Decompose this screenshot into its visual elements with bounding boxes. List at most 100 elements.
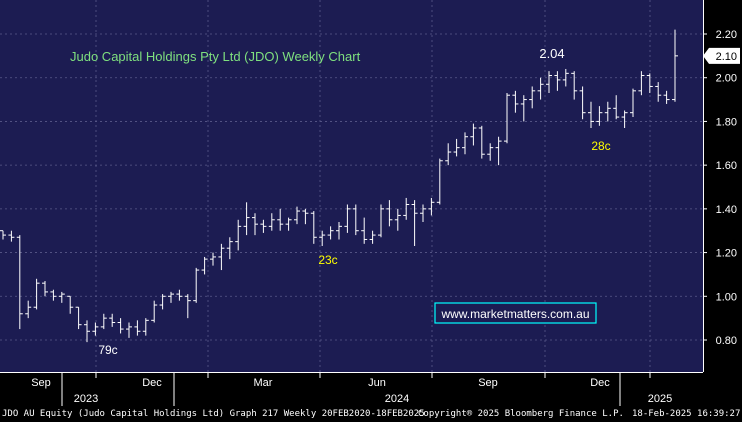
ohlc-bar: [252, 213, 258, 236]
ohlc-bar: [453, 138, 460, 157]
ohlc-bar: [75, 306, 82, 330]
y-tick-label: 1.40: [716, 204, 737, 216]
ohlc-bar: [394, 208, 401, 231]
ohlc-bar: [411, 200, 418, 247]
ohlc-bar: [8, 230, 15, 242]
ohlc-bar: [16, 235, 23, 330]
chart-title: Judo Capital Holdings Pty Ltd (JDO) Week…: [70, 49, 361, 64]
ohlc-bar: [512, 90, 519, 113]
ohlc-bar: [630, 88, 636, 118]
annotation-79c: 79c: [98, 343, 117, 357]
footer-copyright: Copyright® 2025 Bloomberg Finance L.P.: [418, 409, 624, 419]
ohlc-bar: [302, 208, 309, 225]
ohlc-bar: [310, 211, 317, 244]
ohlc-bar: [487, 143, 494, 161]
ohlc-bar: [193, 267, 200, 303]
ohlc-bar: [168, 291, 174, 303]
ohlc-bar: [268, 213, 275, 231]
footer-bar: JDO AU Equity (Judo Capital Holdings Ltd…: [0, 406, 742, 422]
annotation-23c: 23c: [318, 253, 337, 267]
ohlc-bar: [655, 82, 662, 102]
ohlc-bar: [67, 295, 74, 314]
ohlc-bar: [50, 289, 57, 301]
y-tick-label: 2.00: [716, 73, 737, 85]
ohlc-bar: [184, 294, 191, 319]
ohlc-bar: [546, 71, 552, 94]
x-year-label: 2024: [385, 393, 409, 405]
ohlc-bar: [445, 143, 452, 166]
x-year-label: 2023: [74, 393, 98, 405]
x-year-label: 2025: [648, 393, 672, 405]
ohlc-bar: [327, 226, 334, 240]
y-tick-label: 1.20: [716, 248, 737, 260]
ohlc-bar: [369, 230, 376, 244]
ohlc-bar: [84, 320, 90, 343]
x-month-label: Jun: [368, 377, 386, 389]
ohlc-bar: [226, 237, 233, 260]
annotation-28c: 28c: [591, 139, 610, 153]
ohlc-bar: [344, 204, 351, 233]
ohlc-bar: [638, 71, 645, 96]
ohlc-bar: [588, 101, 594, 128]
ohlc-bar: [25, 300, 32, 319]
ohlc-bar: [159, 294, 166, 310]
ohlc-bar: [58, 291, 65, 303]
ohlc-bar: [403, 197, 410, 220]
ohlc-bar: [42, 280, 48, 297]
ohlc-bar: [672, 29, 678, 102]
y-tick-label: 0.80: [716, 335, 737, 347]
ohlc-bar: [126, 322, 132, 338]
x-month-label: Mar: [254, 377, 273, 389]
ohlc-bar: [176, 289, 183, 301]
ohlc-bar: [562, 68, 569, 87]
ohlc-bar: [33, 278, 40, 310]
last-price-box: [703, 47, 740, 64]
ohlc-bar: [378, 204, 384, 238]
ohlc-bar: [604, 101, 611, 122]
ohlc-bar: [663, 90, 670, 104]
ohlc-bar: [92, 322, 99, 336]
footer-security-info: JDO AU Equity (Judo Capital Holdings Ltd…: [2, 409, 425, 419]
ohlc-bar: [352, 204, 359, 236]
ohlc-bar: [0, 230, 6, 240]
ohlc-bar: [361, 217, 368, 244]
ohlc-bar: [235, 219, 242, 251]
watermark-text: www.marketmatters.com.au: [440, 307, 589, 321]
y-tick-label: 1.80: [716, 116, 737, 128]
ohlc-bar: [117, 318, 124, 334]
ohlc-bar: [319, 230, 326, 247]
last-price-label: 2.10: [716, 51, 737, 63]
ohlc-bar: [218, 243, 225, 271]
ohlc-bar: [462, 132, 468, 155]
ohlc-bar: [428, 197, 435, 216]
ohlc-bar: [621, 110, 628, 128]
footer-timestamp: 18-Feb-2025 16:39:27: [632, 409, 741, 419]
ohlc-bar: [210, 252, 216, 266]
ohlc-bar: [470, 123, 477, 146]
ohlc-bar: [294, 206, 300, 225]
grid-lines: [0, 0, 703, 372]
ohlc-bar: [436, 158, 443, 205]
ohlc-bar: [571, 71, 578, 100]
x-month-label: Sep: [31, 377, 51, 389]
ohlc-bar: [495, 136, 502, 166]
ohlc-bar: [386, 200, 393, 227]
ohlc-bar: [613, 95, 620, 120]
ohlc-bar: [596, 106, 603, 126]
x-month-label: Dec: [142, 377, 162, 389]
ohlc-bar: [554, 71, 561, 91]
x-axis: Sep Dec Mar Jun Sep Dec 2023 2024 2025: [0, 372, 703, 406]
ohlc-bar: [646, 73, 653, 94]
x-month-label: Dec: [590, 377, 610, 389]
ohlc-bar: [109, 313, 116, 327]
watermark-box: [434, 302, 597, 324]
ohlc-bar: [134, 320, 141, 336]
y-tick-label: 2.20: [716, 29, 737, 41]
watermark: www.marketmatters.com.au: [434, 302, 597, 324]
ohlc-bar: [478, 125, 485, 159]
ohlc-bar: [520, 95, 527, 122]
ohlc-bar: [277, 208, 284, 231]
price-bars: [0, 29, 678, 343]
ohlc-bar: [142, 318, 149, 336]
